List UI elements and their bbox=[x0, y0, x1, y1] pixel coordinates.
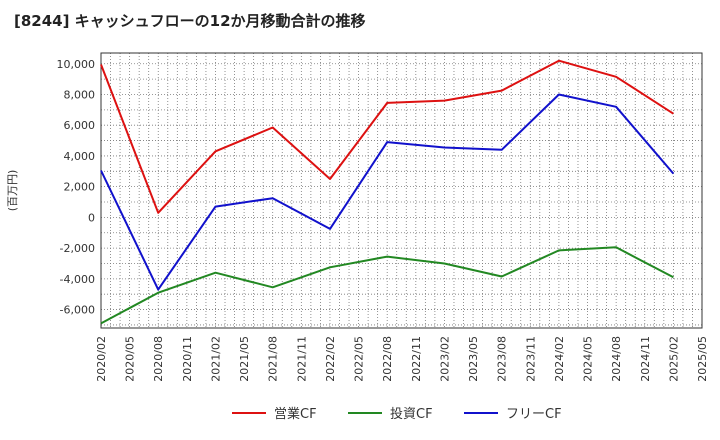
series-line-1 bbox=[100, 59, 674, 214]
x-tick-label: 2021/11 bbox=[295, 336, 308, 382]
x-tick-label: 2020/02 bbox=[95, 336, 108, 382]
x-tick-label: 2022/05 bbox=[353, 336, 366, 382]
y-axis-label: (百万円) bbox=[6, 170, 19, 212]
x-tick-label: 2024/08 bbox=[610, 336, 623, 382]
series-line-3 bbox=[100, 93, 675, 291]
series-line-2 bbox=[100, 246, 674, 325]
grid-layer bbox=[100, 53, 703, 328]
x-tick-label: 2021/05 bbox=[238, 336, 251, 382]
legend: 営業CF 投資CF フリーCF bbox=[232, 406, 562, 422]
x-tick-label: 2025/02 bbox=[667, 336, 680, 382]
y-tick-label: 10,000 bbox=[57, 58, 96, 71]
plot-frame bbox=[100, 52, 703, 329]
x-tick-label: 2023/02 bbox=[438, 336, 451, 382]
y-tick-label: 6,000 bbox=[64, 119, 96, 132]
y-tick-label: -4,000 bbox=[60, 273, 95, 286]
axis-layer: 10,000 8,000 6,000 4,000 2,000 0 -2,000 -4,000 -… bbox=[6, 52, 709, 382]
legend-label-3: フリーCF bbox=[506, 407, 562, 422]
x-tick-label: 2023/11 bbox=[524, 336, 537, 382]
y-tick-label: 0 bbox=[88, 211, 95, 224]
y-tick-label: 2,000 bbox=[64, 181, 96, 194]
x-tick-label: 2023/08 bbox=[496, 336, 509, 382]
x-tick-label: 2022/02 bbox=[324, 336, 337, 382]
y-tick-label: 4,000 bbox=[64, 150, 96, 163]
y-tick-label: -2,000 bbox=[60, 242, 95, 255]
x-tick-label: 2020/08 bbox=[152, 336, 165, 382]
x-tick-label: 2024/05 bbox=[582, 336, 595, 382]
x-tick-label: 2024/11 bbox=[639, 336, 652, 382]
x-tick-label: 2023/05 bbox=[467, 336, 480, 382]
x-tick-label: 2021/08 bbox=[267, 336, 280, 382]
y-tick-label: -6,000 bbox=[60, 304, 95, 317]
y-tick-label: 8,000 bbox=[64, 88, 96, 101]
x-tick-label: 2024/02 bbox=[553, 336, 566, 382]
x-tick-label: 2025/05 bbox=[696, 336, 709, 382]
x-tick-label: 2022/11 bbox=[410, 336, 423, 382]
series-layer bbox=[100, 59, 675, 325]
x-tick-label: 2022/08 bbox=[381, 336, 394, 382]
x-tick-label: 2020/05 bbox=[124, 336, 137, 382]
chart-title: [8244] キャッシュフローの12か月移動合計の推移 bbox=[14, 12, 366, 30]
legend-label-2: 投資CF bbox=[390, 406, 433, 422]
x-tick-label: 2021/02 bbox=[209, 336, 222, 382]
legend-label-1: 営業CF bbox=[274, 406, 317, 422]
x-tick-label: 2020/11 bbox=[181, 336, 194, 382]
